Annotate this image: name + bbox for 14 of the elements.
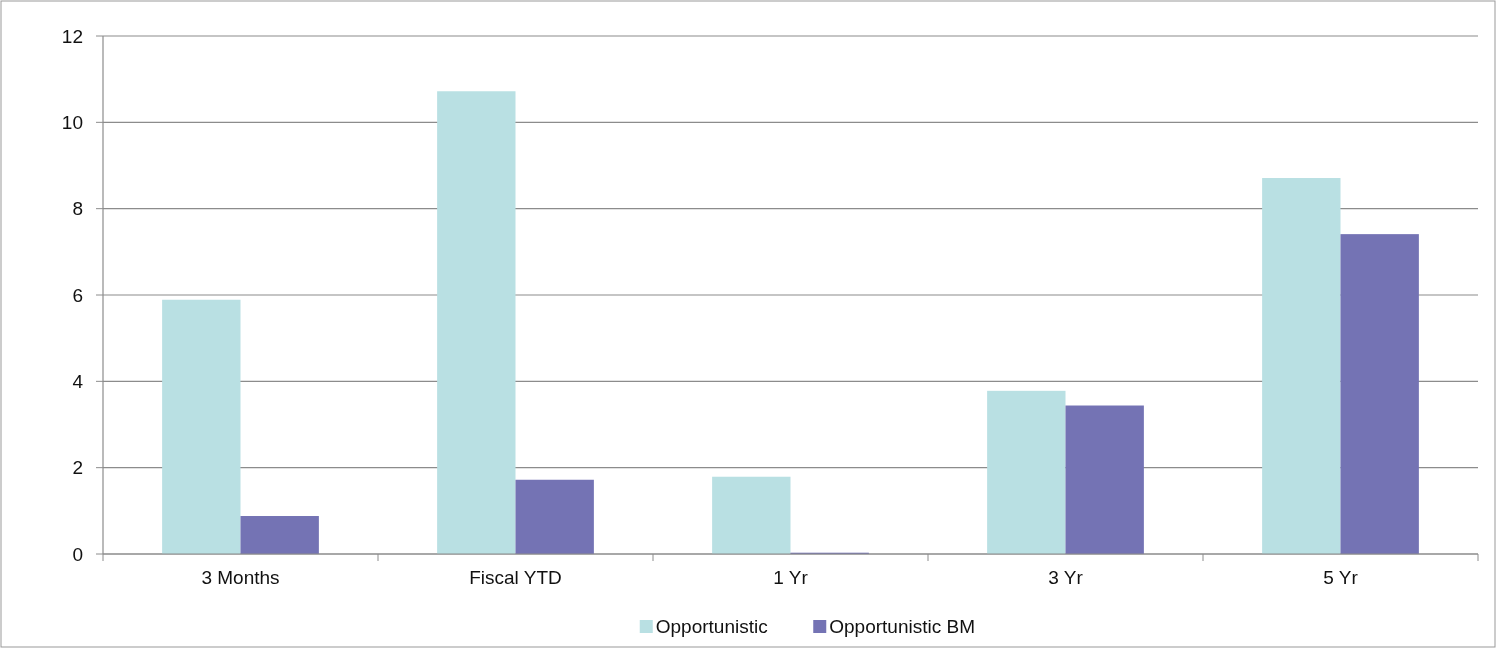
y-tick-label: 10 — [61, 111, 83, 133]
y-tick-label: 0 — [72, 543, 83, 565]
y-tick-label: 8 — [72, 198, 83, 220]
x-tick-label: 3 Months — [201, 567, 280, 588]
y-tick-label: 4 — [72, 370, 84, 392]
x-tick-label: 1 Yr — [773, 567, 809, 588]
y-tick-label: 6 — [72, 284, 83, 306]
legend-label: Opportunistic — [655, 616, 768, 637]
x-tick-label: 3 Yr — [1048, 567, 1084, 588]
legend-label: Opportunistic BM — [829, 616, 975, 637]
x-tick-label: Fiscal YTD — [469, 567, 562, 588]
y-tick-label: 12 — [61, 25, 83, 47]
y-tick-label: 2 — [72, 457, 83, 479]
x-tick-label: 5 Yr — [1323, 567, 1359, 588]
